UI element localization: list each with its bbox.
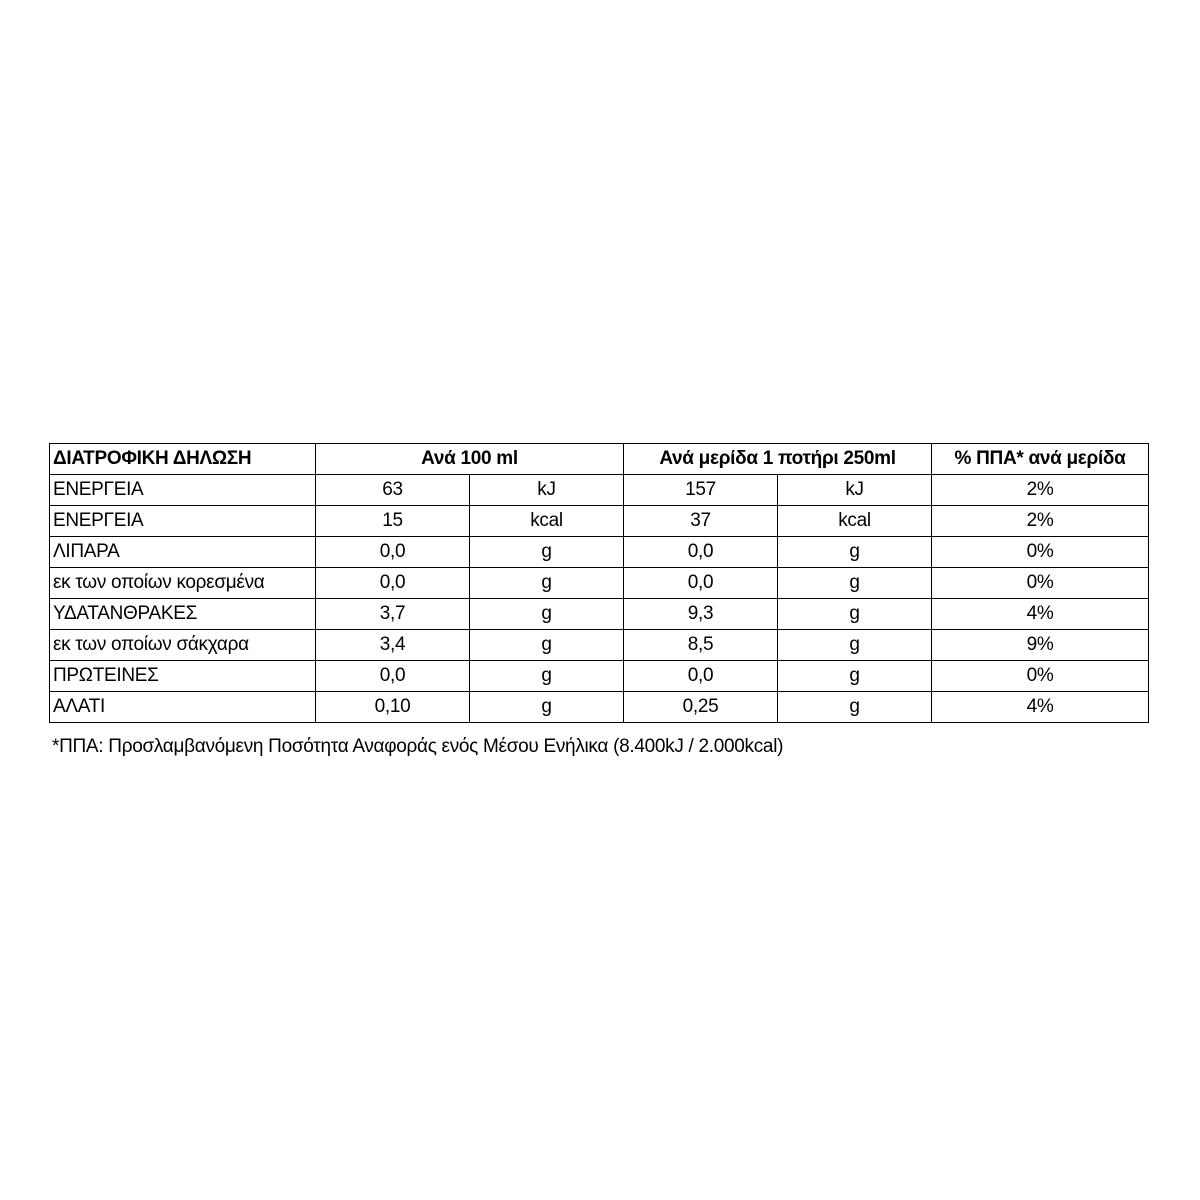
- table-row: ΠΡΩΤΕΙΝΕΣ 0,0 g 0,0 g 0%: [49, 660, 1150, 692]
- unit-per-serving: g: [777, 629, 933, 661]
- header-per-100ml: Ανά 100 ml: [314, 443, 625, 475]
- unit-per-100ml: g: [468, 567, 625, 599]
- reference-intake-percent: 0%: [931, 660, 1150, 692]
- value-per-serving: 0,0: [623, 660, 779, 692]
- value-per-100ml: 0,10: [315, 691, 470, 723]
- nutrient-name: εκ των οποίων σάκχαρα: [49, 629, 316, 661]
- table-row: ΕΝΕΡΓΕΙΑ 15 kcal 37 kcal 2%: [49, 505, 1150, 537]
- unit-per-serving: g: [777, 567, 933, 599]
- unit-per-100ml: g: [468, 536, 625, 568]
- table-row: εκ των οποίων κορεσμένα 0,0 g 0,0 g 0%: [49, 567, 1150, 599]
- table-row: ΕΝΕΡΓΕΙΑ 63 kJ 157 kJ 2%: [49, 474, 1150, 506]
- nutrient-name: ΕΝΕΡΓΕΙΑ: [49, 474, 316, 506]
- header-per-serving: Ανά μερίδα 1 ποτήρι 250ml: [623, 443, 933, 475]
- reference-intake-percent: 0%: [931, 536, 1150, 568]
- table-row: ΥΔΑΤΑΝΘΡΑΚΕΣ 3,7 g 9,3 g 4%: [49, 598, 1150, 630]
- table-row: ΛΙΠΑΡΑ 0,0 g 0,0 g 0%: [49, 536, 1150, 568]
- value-per-serving: 0,25: [623, 691, 779, 723]
- value-per-100ml: 3,4: [315, 629, 470, 661]
- value-per-100ml: 0,0: [315, 660, 470, 692]
- header-reference-intake: % ΠΠΑ* ανά μερίδα: [931, 443, 1150, 475]
- nutrient-name: ΠΡΩΤΕΙΝΕΣ: [49, 660, 316, 692]
- unit-per-serving: g: [777, 598, 933, 630]
- unit-per-100ml: kcal: [468, 505, 625, 537]
- reference-intake-percent: 2%: [931, 505, 1150, 537]
- nutrient-name: εκ των οποίων κορεσμένα: [49, 567, 316, 599]
- nutrient-name: ΥΔΑΤΑΝΘΡΑΚΕΣ: [49, 598, 316, 630]
- value-per-100ml: 3,7: [315, 598, 470, 630]
- table-row: ΑΛΑΤΙ 0,10 g 0,25 g 4%: [49, 691, 1150, 723]
- table-row: εκ των οποίων σάκχαρα 3,4 g 8,5 g 9%: [49, 629, 1150, 661]
- unit-per-100ml: g: [468, 629, 625, 661]
- unit-per-serving: kcal: [777, 505, 933, 537]
- value-per-100ml: 15: [315, 505, 470, 537]
- value-per-serving: 0,0: [623, 536, 779, 568]
- value-per-serving: 8,5: [623, 629, 779, 661]
- reference-intake-percent: 4%: [931, 598, 1150, 630]
- unit-per-100ml: g: [468, 691, 625, 723]
- unit-per-100ml: g: [468, 660, 625, 692]
- reference-intake-percent: 0%: [931, 567, 1150, 599]
- value-per-serving: 9,3: [623, 598, 779, 630]
- unit-per-serving: g: [777, 660, 933, 692]
- reference-intake-percent: 2%: [931, 474, 1150, 506]
- unit-per-serving: g: [777, 536, 933, 568]
- footnote: *ΠΠΑ: Προσλαμβανόμενη Ποσότητα Αναφοράς …: [52, 736, 784, 757]
- nutrient-name: ΑΛΑΤΙ: [49, 691, 316, 723]
- reference-intake-percent: 9%: [931, 629, 1150, 661]
- unit-per-100ml: kJ: [468, 474, 625, 506]
- nutrition-table: ΔΙΑΤΡΟΦΙΚΗ ΔΗΛΩΣΗ Ανά 100 ml Ανά μερίδα …: [49, 443, 1150, 723]
- value-per-serving: 0,0: [623, 567, 779, 599]
- value-per-serving: 37: [623, 505, 779, 537]
- value-per-serving: 157: [623, 474, 779, 506]
- unit-per-serving: kJ: [777, 474, 933, 506]
- value-per-100ml: 0,0: [315, 536, 470, 568]
- nutrient-name: ΛΙΠΑΡΑ: [49, 536, 316, 568]
- nutrient-name: ΕΝΕΡΓΕΙΑ: [49, 505, 316, 537]
- header-title: ΔΙΑΤΡΟΦΙΚΗ ΔΗΛΩΣΗ: [49, 443, 316, 475]
- value-per-100ml: 0,0: [315, 567, 470, 599]
- unit-per-serving: g: [777, 691, 933, 723]
- unit-per-100ml: g: [468, 598, 625, 630]
- value-per-100ml: 63: [315, 474, 470, 506]
- header-row: ΔΙΑΤΡΟΦΙΚΗ ΔΗΛΩΣΗ Ανά 100 ml Ανά μερίδα …: [49, 443, 1150, 475]
- reference-intake-percent: 4%: [931, 691, 1150, 723]
